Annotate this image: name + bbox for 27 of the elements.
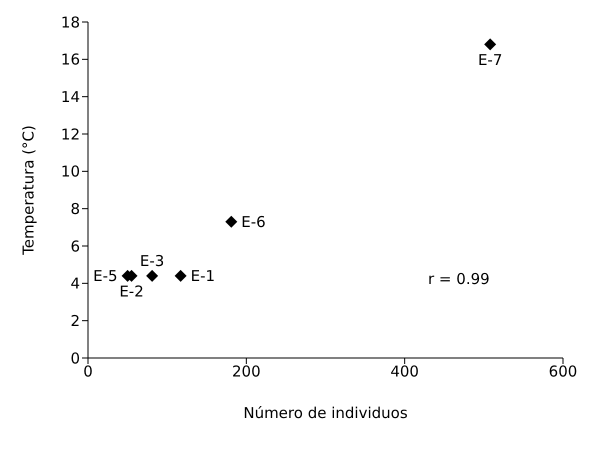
point xyxy=(146,270,158,282)
y-tick-label: 12 xyxy=(60,125,80,144)
point xyxy=(484,38,496,50)
annotation: E-7 xyxy=(478,51,502,70)
y-tick-label: 10 xyxy=(60,162,80,181)
annotation: E-6 xyxy=(241,213,266,232)
x-tick-label: 200 xyxy=(232,362,261,381)
annotation: E-1 xyxy=(190,267,216,286)
x-tick-label: 400 xyxy=(390,362,419,381)
note-text: r = 0.99 xyxy=(428,270,490,288)
y-tick-label: 14 xyxy=(60,88,80,106)
y-tick-label: 2 xyxy=(70,312,80,330)
y-tick-label: 18 xyxy=(60,13,80,32)
x-axis-title: Número de individuos xyxy=(243,404,408,422)
y-tick-label: 0 xyxy=(70,349,80,368)
y-tick-label: 16 xyxy=(60,50,80,69)
annotation: E-5 xyxy=(93,267,118,286)
x-tick-label: 600 xyxy=(548,362,578,381)
y-tick-label: 6 xyxy=(70,237,80,256)
point xyxy=(225,216,238,228)
annotation: E-3 xyxy=(140,252,164,270)
point xyxy=(174,270,187,282)
y-tick-label: 4 xyxy=(70,274,80,293)
annotation: E-2 xyxy=(119,282,144,301)
y-tick-label: 8 xyxy=(70,200,80,218)
x-tick-label: 0 xyxy=(83,362,93,381)
y-axis-title: Temperatura (°C) xyxy=(19,125,38,256)
